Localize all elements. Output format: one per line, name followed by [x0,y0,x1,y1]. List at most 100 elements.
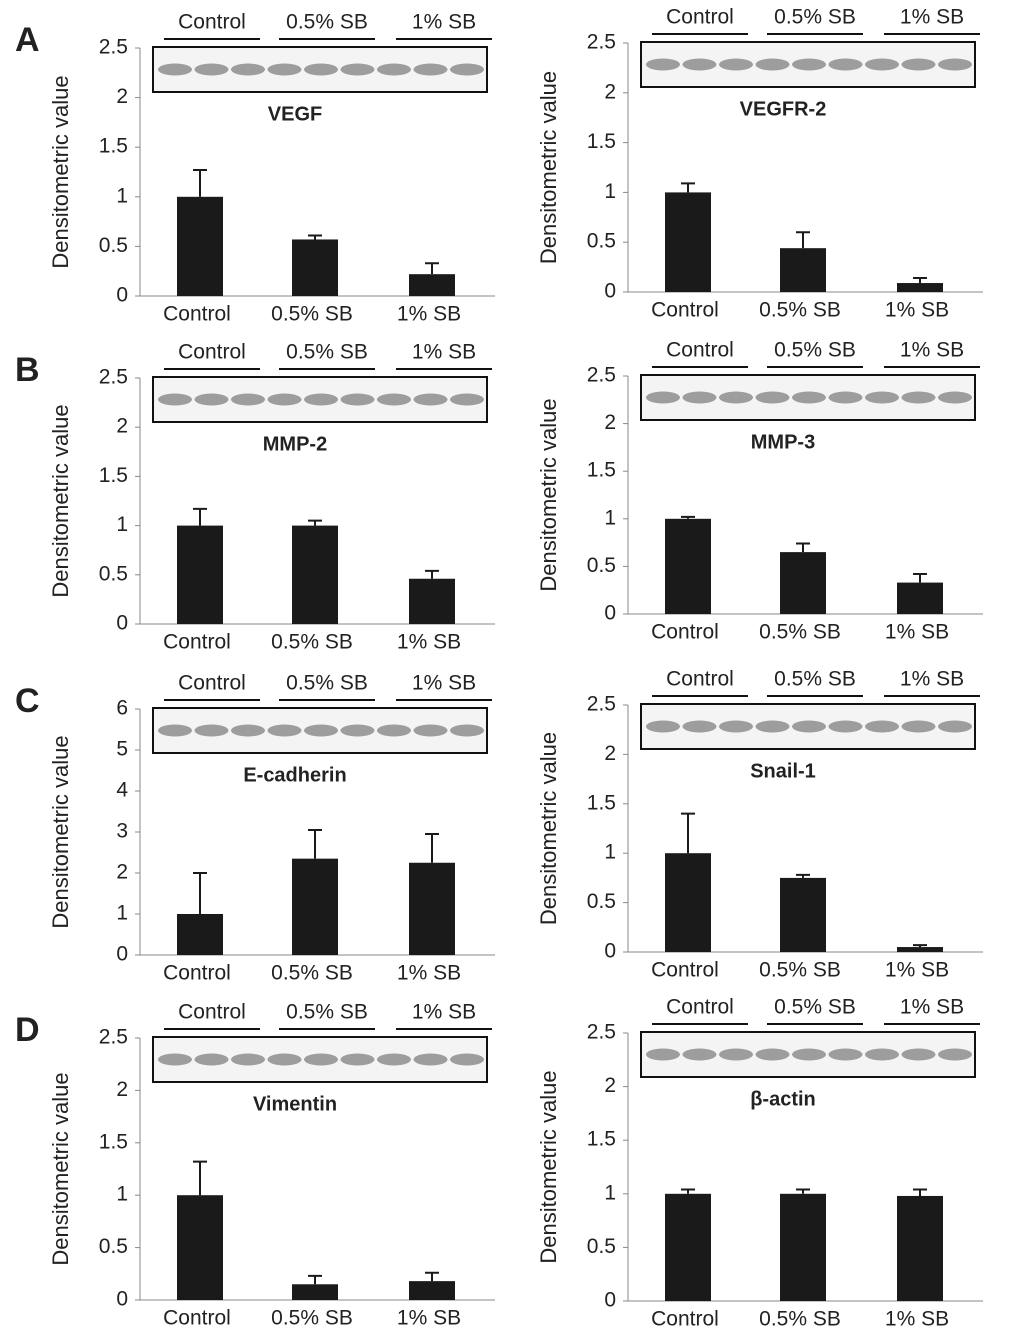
blot-band [865,720,899,733]
blot-band [304,724,338,737]
blot-band [231,724,265,737]
blot-band [865,58,899,71]
blot-band [938,720,972,733]
blot-group-label: Control [666,339,734,362]
y-tick-label: 1 [604,506,616,529]
error-bar [308,234,322,240]
blot-band [413,63,448,76]
blot-band [158,724,192,737]
blot-band [194,724,229,737]
blot-band [231,63,265,76]
blot-band [158,63,192,76]
y-tick-label: 1.5 [587,791,616,814]
blot-band [450,1053,484,1066]
y-axis-label: Densitometric value [536,1070,561,1263]
blot-band [938,391,972,404]
blot-band [646,391,680,404]
protein-name: Snail-1 [750,760,816,782]
error-bar [193,872,207,914]
error-bar [193,169,207,197]
protein-name: β-actin [750,1088,816,1110]
blot-band [719,720,753,733]
error-bar [681,812,695,854]
blot-group-label: 1% SB [900,339,964,362]
y-tick-label: 0 [116,943,128,966]
blot-band [646,58,680,71]
y-tick-label: 0.5 [587,230,616,253]
blot-band [377,63,411,76]
y-tick-label: 0 [604,1289,616,1312]
blot-band [828,391,863,404]
bar [897,1195,943,1301]
protein-name: VEGFR-2 [740,98,827,120]
x-tick-label: 0.5% SB [759,621,841,644]
x-tick-label: 0.5% SB [271,631,353,654]
error-bar [425,262,439,275]
y-axis-label: Densitometric value [536,732,561,925]
y-tick-label: 1.5 [587,459,616,482]
y-tick-label: 0 [116,1288,128,1311]
blot-group-label: 1% SB [412,1001,476,1024]
blot-band [792,58,826,71]
y-tick-label: 2 [604,411,616,434]
blot-band [682,720,717,733]
panel-label: C [15,682,40,720]
blot-group-label: 0.5% SB [774,996,856,1019]
bar [665,1193,711,1301]
bar [409,862,455,955]
bar [780,1193,826,1301]
protein-name: MMP-3 [751,431,815,453]
y-axis-label: Densitometric value [48,75,73,268]
blot-group-label: 1% SB [412,672,476,695]
x-tick-label: Control [651,959,719,982]
bar [292,525,338,624]
x-tick-label: 0.5% SB [759,959,841,982]
blot-band [194,393,229,406]
blot-band [194,63,229,76]
bar [780,552,826,614]
protein-name: E-cadherin [243,764,346,786]
panel-label: B [15,351,40,389]
blot-band [828,720,863,733]
x-tick-label: Control [651,1308,719,1331]
y-tick-label: 2.5 [587,364,616,387]
blot-group-label: 1% SB [412,341,476,364]
bar [897,283,943,292]
y-tick-label: 1.5 [587,1128,616,1151]
x-tick-label: Control [163,1307,231,1330]
x-tick-label: 0.5% SB [759,1308,841,1331]
blot-band [901,720,936,733]
blot-band [194,1053,229,1066]
bar [409,1281,455,1300]
error-bar [425,1271,439,1282]
blot-band [719,391,753,404]
blot-band [792,720,826,733]
error-bar [425,569,439,579]
y-tick-label: 2 [116,415,128,438]
y-tick-label: 1 [116,184,128,207]
blot-group-label: Control [178,341,246,364]
bar [177,1195,223,1300]
error-bar [193,507,207,526]
y-tick-label: 1.5 [587,130,616,153]
y-tick-label: 2.5 [99,366,128,389]
blot-band [231,393,265,406]
blot-group-label: Control [178,672,246,695]
bar [780,877,826,952]
bar [292,1284,338,1300]
y-tick-label: 0.5 [99,562,128,585]
bar [665,518,711,614]
bar [780,248,826,292]
blot-group-label: 0.5% SB [774,339,856,362]
bar [897,582,943,614]
blot-group-label: 1% SB [900,6,964,29]
blot-band [413,393,448,406]
blot-band [267,724,302,737]
protein-name: VEGF [268,103,322,125]
error-bar [913,944,927,948]
y-axis-label: Densitometric value [536,398,561,591]
blot-band [340,393,375,406]
y-tick-label: 0 [604,280,616,303]
x-tick-label: 1% SB [397,962,461,985]
